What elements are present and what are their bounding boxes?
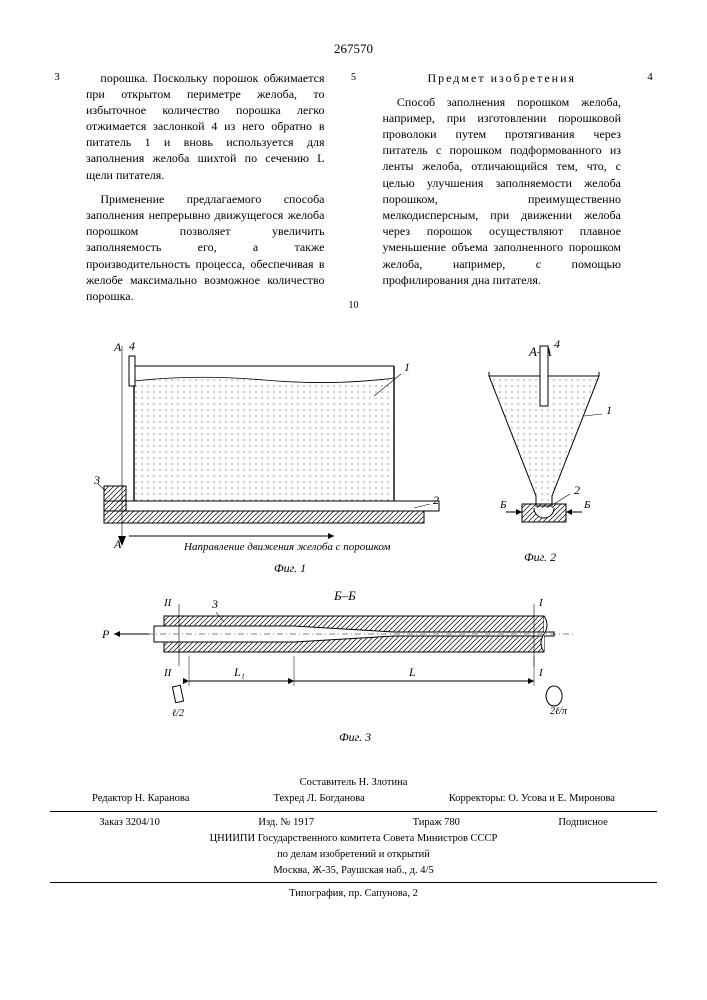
fig2-label: Фиг. 2 bbox=[524, 550, 556, 564]
credits-correctors: Корректоры: О. Усова и Е. Миронова bbox=[449, 792, 615, 806]
label-II-bot: II bbox=[163, 667, 173, 679]
svg-text:Б: Б bbox=[583, 499, 591, 511]
svg-text:3: 3 bbox=[211, 597, 218, 611]
credits-compiler: Составитель Н. Злотина bbox=[50, 776, 657, 790]
para-r1: Способ заполнения порошком желоба, напри… bbox=[383, 94, 622, 288]
label-II-top: II bbox=[163, 597, 173, 609]
page-num-left: 3 bbox=[50, 70, 64, 313]
fig3-label: Фиг. 3 bbox=[339, 730, 371, 744]
fig1-label: Фиг. 1 bbox=[274, 561, 306, 575]
credits-tech: Техред Л. Богданова bbox=[273, 792, 364, 806]
doc-number: 267570 bbox=[50, 40, 657, 58]
text-columns: 3 порошка. Поскольку порошок обжимается … bbox=[50, 70, 657, 313]
credits-editor: Редактор Н. Каранова bbox=[92, 792, 189, 806]
svg-text:1: 1 bbox=[606, 403, 612, 417]
dim-frac1: 2ℓ/π bbox=[550, 706, 568, 717]
credits-addr: Москва, Ж-35, Раушская наб., д. 4/5 bbox=[50, 864, 657, 878]
svg-text:A: A bbox=[113, 537, 122, 551]
credits-org1: ЦНИИПИ Государственного комитета Совета … bbox=[50, 832, 657, 846]
credits-tirazh: Тираж 780 bbox=[413, 816, 460, 830]
svg-text:A: A bbox=[113, 340, 122, 354]
credits-sub: Подписное bbox=[558, 816, 607, 830]
dim-L: L bbox=[408, 665, 416, 679]
label-P: P bbox=[101, 627, 110, 641]
svg-text:1: 1 bbox=[404, 360, 410, 374]
fig1-caption: Направление движения желоба с порошком bbox=[183, 541, 390, 553]
fig-2: A–A Б Б 1 2 4 Фиг. 2 bbox=[489, 337, 612, 564]
figures-1-2: A A Направление движения желоба с порошк… bbox=[74, 336, 634, 586]
line-num-5: 5 bbox=[347, 72, 361, 84]
para-l2: Применение предлагаемого способа заполне… bbox=[86, 191, 325, 304]
para-l1: порошка. Поскольку порошок обжимается пр… bbox=[86, 70, 325, 183]
label-I-bot: I bbox=[538, 667, 544, 679]
section-title: Предмет изобретения bbox=[383, 70, 622, 86]
credits-org2: по делам изобретений и открытий bbox=[50, 848, 657, 862]
svg-text:Б: Б bbox=[499, 499, 507, 511]
fig-1: A A Направление движения желоба с порошк… bbox=[93, 339, 439, 575]
credits-block: Составитель Н. Злотина Редактор Н. Каран… bbox=[50, 776, 657, 901]
line-num-10: 10 bbox=[347, 300, 361, 312]
svg-text:2: 2 bbox=[574, 483, 580, 497]
right-column: Предмет изобретения Способ заполнения по… bbox=[383, 70, 622, 313]
label-I-top: I bbox=[538, 597, 544, 609]
dim-L1: L₁ bbox=[233, 665, 245, 679]
svg-text:4: 4 bbox=[554, 337, 560, 351]
dim-frac2: ℓ/2 bbox=[172, 708, 184, 719]
credits-order: Заказ 3204/10 bbox=[99, 816, 160, 830]
svg-text:2: 2 bbox=[433, 493, 439, 507]
credits-print: Типография, пр. Сапунова, 2 bbox=[50, 887, 657, 901]
left-column: порошка. Поскольку порошок обжимается пр… bbox=[86, 70, 325, 313]
figure-3: Б–Б P 3 I I II II L L₁ 2ℓ/π ℓ/2 Фиг. 3 bbox=[94, 586, 614, 756]
credits-izd: Изд. № 1917 bbox=[258, 816, 314, 830]
page-num-right: 4 bbox=[643, 70, 657, 313]
svg-text:4: 4 bbox=[129, 339, 135, 353]
line-number-gutter: 5 10 bbox=[347, 70, 361, 313]
fig3-section: Б–Б bbox=[333, 588, 356, 603]
